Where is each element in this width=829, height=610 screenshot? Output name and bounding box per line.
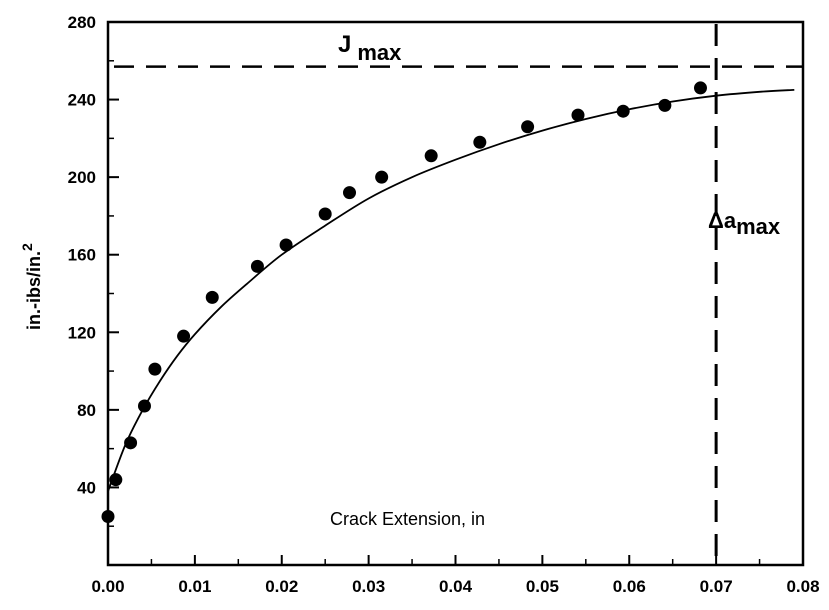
x-tick-label: 0.06 — [613, 577, 646, 596]
data-point — [521, 120, 535, 134]
fit-curve — [107, 88, 795, 492]
data-points — [101, 81, 707, 524]
data-point — [473, 135, 487, 149]
x-tick-label: 0.00 — [91, 577, 124, 596]
y-tick-label: 120 — [68, 323, 96, 342]
axis-ticks — [107, 21, 804, 565]
y-tick-label: 160 — [68, 246, 96, 265]
amax-label: Δamax — [708, 208, 781, 239]
x-tick-label: 0.01 — [178, 577, 211, 596]
data-point — [616, 104, 630, 118]
reference-lines — [114, 24, 803, 565]
y-tick-label: 40 — [77, 478, 96, 497]
svg-text:in.-ibs/in.2: in.-ibs/in.2 — [19, 243, 44, 330]
data-point — [693, 81, 707, 95]
data-point — [658, 98, 672, 112]
x-tick-label: 0.03 — [352, 577, 385, 596]
x-tick-label: 0.08 — [786, 577, 819, 596]
data-point — [571, 108, 585, 122]
tick-labels: 0.00 0.01 0.02 0.03 0.04 0.05 0.06 0.07 0.08 40 80… — [68, 13, 820, 596]
jmax-label-main: J — [338, 31, 351, 58]
data-point — [205, 290, 219, 304]
y-axis-title-text: in.-ibs/in. — [24, 251, 44, 330]
data-point — [279, 238, 293, 252]
y-tick-label: 80 — [77, 401, 96, 420]
data-point — [375, 170, 389, 184]
data-point — [124, 436, 138, 450]
x-tick-label: 0.05 — [526, 577, 559, 596]
amax-label-sub: max — [736, 214, 781, 239]
y-tick-label: 280 — [68, 13, 96, 32]
data-point — [318, 207, 332, 221]
x-tick-label: 0.02 — [265, 577, 298, 596]
data-point — [137, 399, 151, 413]
data-point — [101, 510, 115, 524]
data-point — [343, 186, 357, 200]
amax-label-main: Δa — [708, 208, 737, 233]
y-tick-label: 240 — [68, 91, 96, 110]
y-axis-title: in.-ibs/in.2 — [19, 243, 44, 330]
data-point — [148, 362, 162, 376]
y-axis-title-superscript: 2 — [19, 243, 35, 251]
data-point — [250, 259, 264, 273]
y-tick-label: 200 — [68, 168, 96, 187]
data-point — [177, 329, 191, 343]
x-tick-label: 0.07 — [700, 577, 733, 596]
jmax-label-sub: max — [357, 40, 402, 65]
data-point — [109, 473, 123, 487]
x-axis-label: Crack Extension, in — [330, 509, 485, 529]
x-tick-label: 0.04 — [439, 577, 473, 596]
fit-curve-group — [107, 88, 795, 492]
data-point — [424, 149, 438, 163]
